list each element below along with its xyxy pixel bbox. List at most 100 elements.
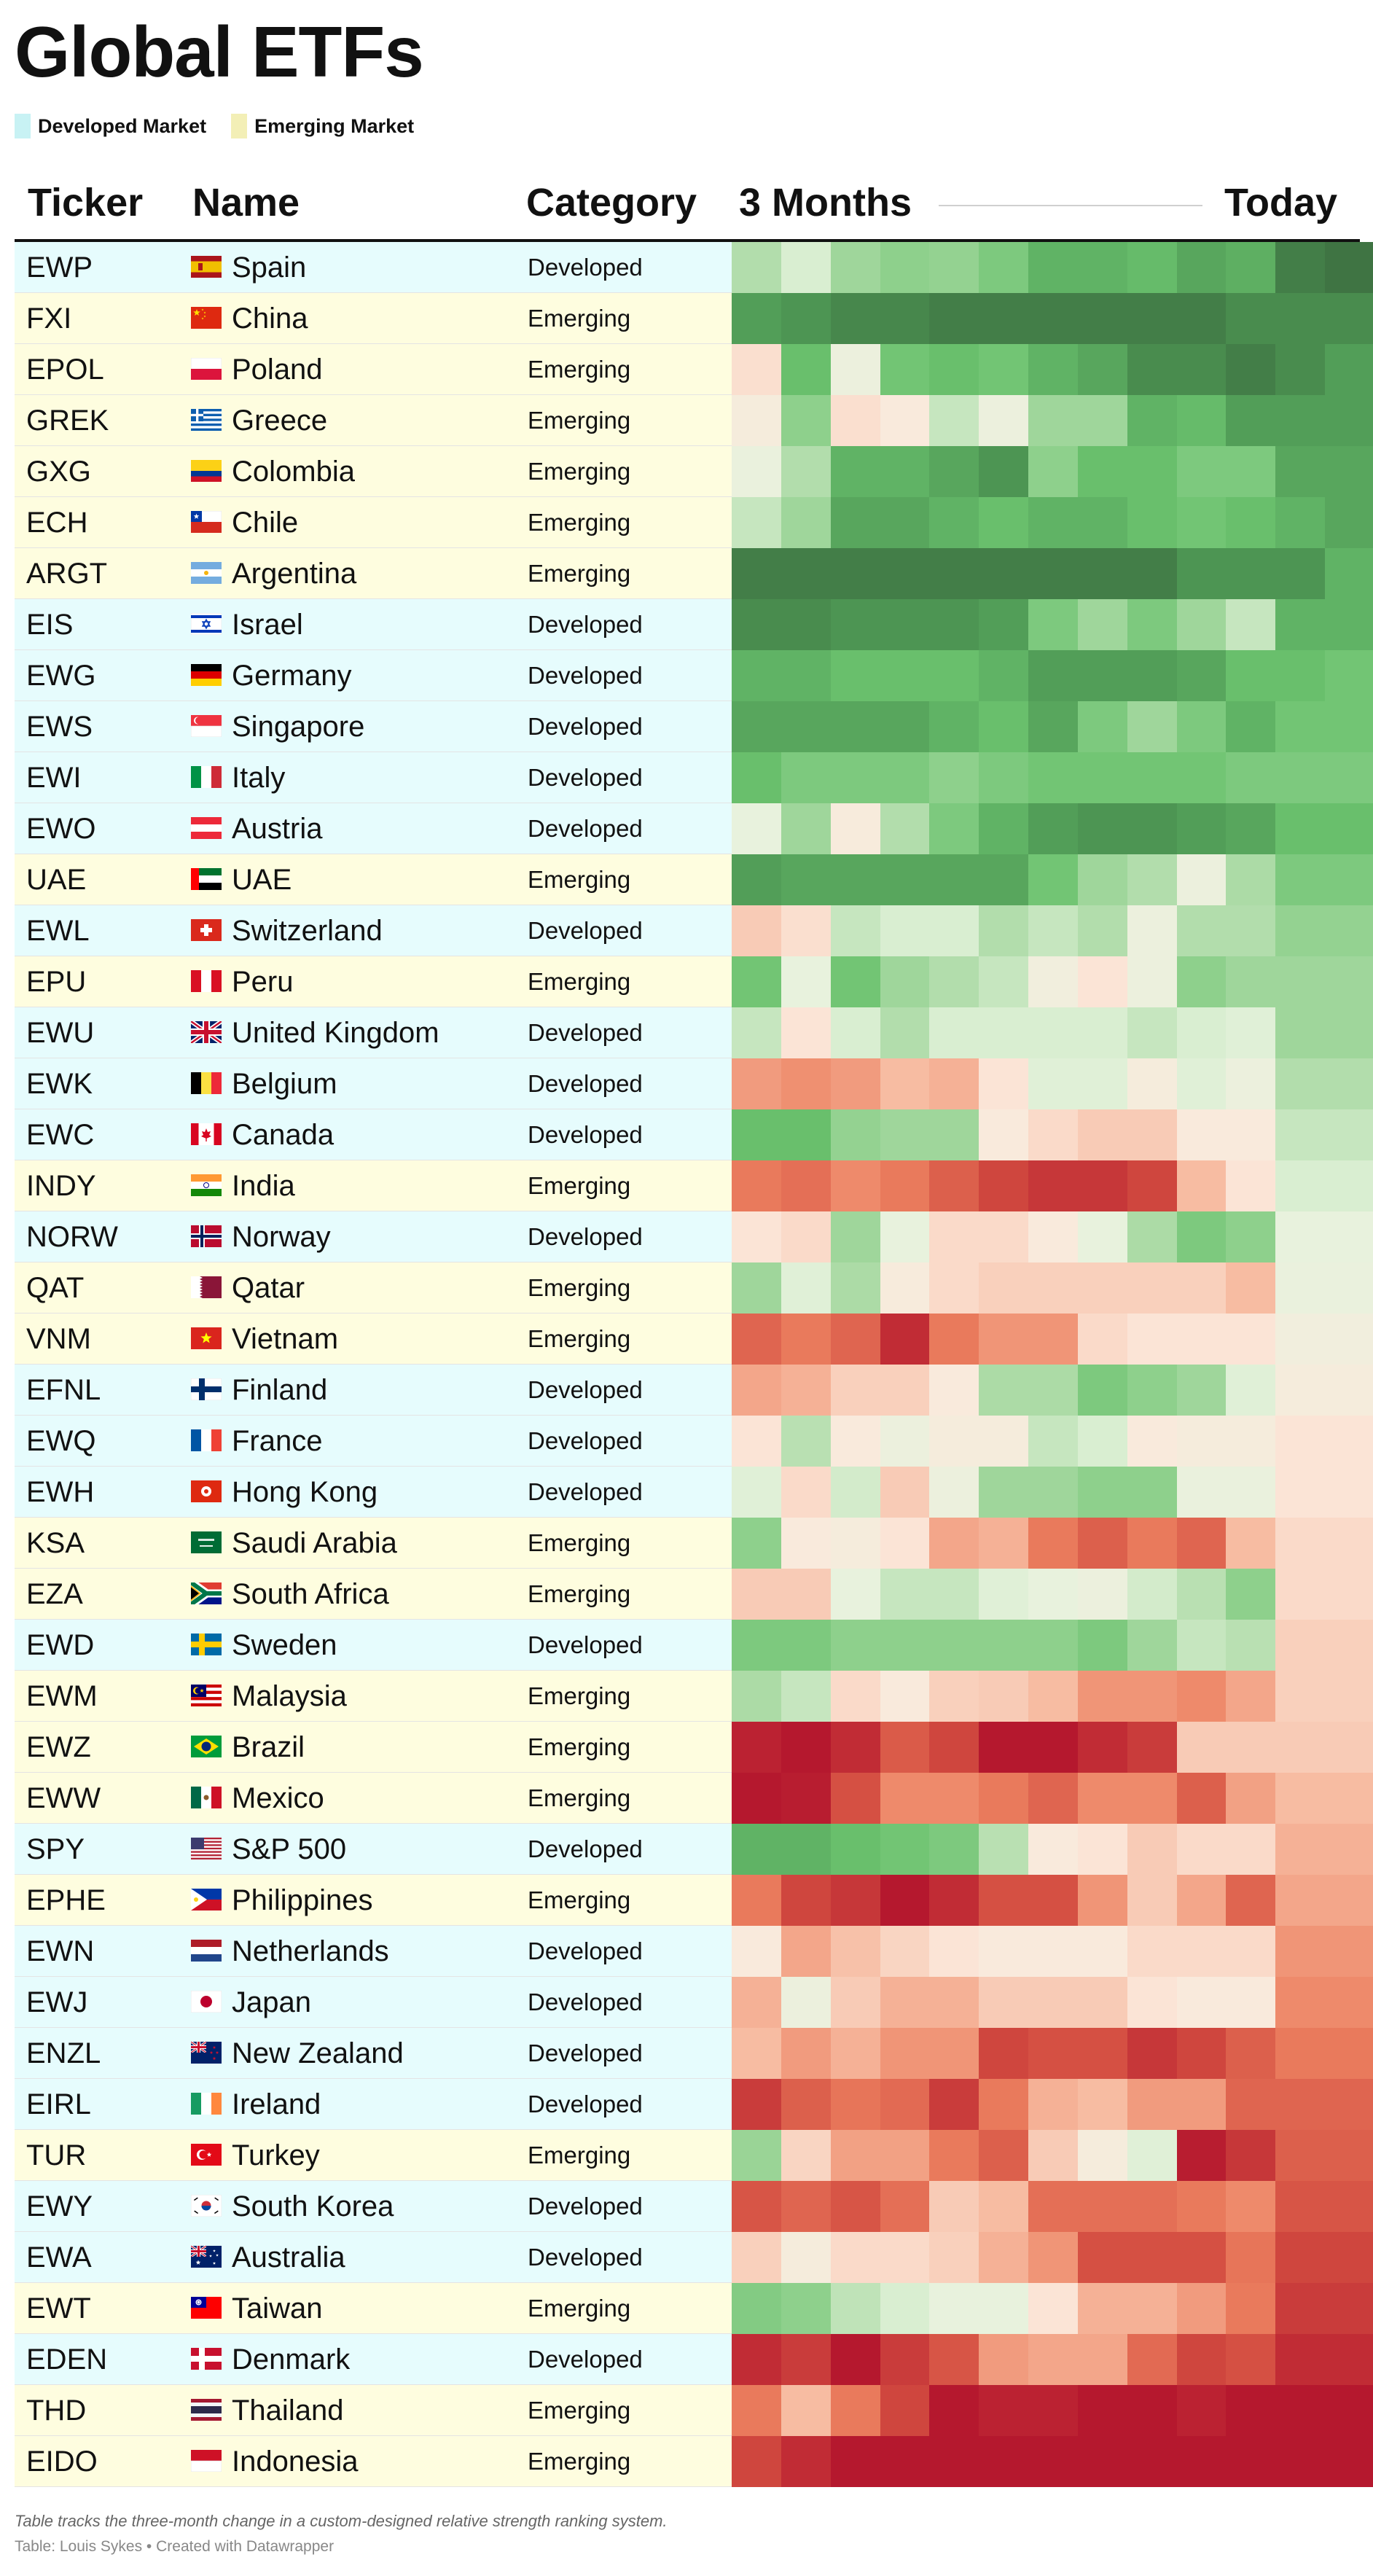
heatmap-cell	[732, 1518, 782, 1569]
heatmap-cell	[1078, 1824, 1128, 1875]
category-cell: Developed	[528, 1988, 643, 2015]
heatmap-cell	[1275, 1211, 1326, 1262]
heatmap-cell	[1028, 752, 1079, 803]
category-cell: Emerging	[528, 1325, 631, 1352]
heatmap-cell	[880, 2334, 930, 2385]
heatmap-cell	[1078, 2283, 1128, 2334]
australia-flag-icon	[191, 2246, 222, 2268]
heatmap-cell	[1177, 2232, 1227, 2283]
heatmap-cell	[1177, 1773, 1227, 1824]
heatmap-cell	[1226, 1211, 1276, 1262]
heatmap-cell	[880, 2181, 930, 2232]
table-row: EPOL Poland Emerging	[15, 344, 1373, 395]
category-cell: Emerging	[528, 560, 631, 587]
heatmap-cell	[1226, 1262, 1276, 1314]
heatmap-cell	[1177, 1109, 1227, 1160]
heatmap-cell	[979, 1824, 1029, 1875]
name-cell: South Korea	[232, 2190, 394, 2222]
heatmap-cell	[1078, 854, 1128, 905]
heatmap-cell	[1127, 650, 1178, 701]
name-cell: Norway	[232, 1221, 331, 1253]
heatmap-cell	[1177, 1926, 1227, 1977]
heatmap-cell	[880, 395, 930, 446]
heatmap-strip	[732, 1671, 1373, 1722]
name-cell: Japan	[232, 1986, 311, 2018]
vietnam-flag-icon	[191, 1327, 222, 1349]
newzealand-flag-icon	[191, 2042, 222, 2064]
heatmap-cell	[880, 803, 930, 854]
heatmap-cell	[1177, 1058, 1227, 1109]
heatmap-cell	[1275, 2334, 1326, 2385]
heatmap-strip	[732, 2181, 1373, 2232]
colombia-flag-icon	[191, 460, 222, 482]
heatmap-cell	[1028, 1109, 1079, 1160]
heatmap-cell	[1078, 1620, 1128, 1671]
heatmap-cell	[929, 854, 979, 905]
heatmap-cell	[781, 2334, 832, 2385]
heatmap-cell	[880, 752, 930, 803]
heatmap-cell	[1177, 446, 1227, 497]
table-row: GREK Greece Emerging	[15, 395, 1373, 446]
heatmap-cell	[880, 293, 930, 344]
heatmap-strip	[732, 446, 1373, 497]
heatmap-cell	[929, 1926, 979, 1977]
denmark-flag-icon	[191, 2348, 222, 2370]
heatmap-cell	[1325, 1416, 1373, 1467]
heatmap-cell	[1275, 2385, 1326, 2436]
heatmap-cell	[1325, 1007, 1373, 1058]
name-cell: Brazil	[232, 1731, 305, 1763]
heatmap-cell	[831, 2232, 881, 2283]
heatmap-cell	[929, 446, 979, 497]
heatmap-cell	[1275, 2436, 1326, 2487]
heatmap-cell	[1177, 599, 1227, 650]
ticker-cell: GREK	[26, 405, 109, 437]
heatmap-cell	[1127, 803, 1178, 854]
heatmap-cell	[1226, 599, 1276, 650]
category-cell: Developed	[528, 713, 643, 740]
heatmap-cell	[1226, 1824, 1276, 1875]
category-cell: Developed	[528, 2091, 643, 2118]
name-cell: Netherlands	[232, 1935, 389, 1967]
heatmap-cell	[1028, 1518, 1079, 1569]
name-cell: Argentina	[232, 558, 357, 590]
legend-developed: Developed Market	[15, 109, 215, 143]
table-row: EWZ Brazil Emerging	[15, 1722, 1373, 1773]
ticker-cell: QAT	[26, 1272, 85, 1304]
heatmap-cell	[831, 2181, 881, 2232]
name-cell: Denmark	[232, 2343, 351, 2376]
heatmap-cell	[1226, 1926, 1276, 1977]
heatmap-cell	[1325, 1160, 1373, 1211]
heatmap-cell	[781, 1007, 832, 1058]
table-row: EWT Taiwan Emerging	[15, 2283, 1373, 2334]
heatmap-cell	[1028, 2436, 1079, 2487]
heatmap-strip	[732, 1926, 1373, 1977]
heatmap-cell	[1325, 1875, 1373, 1926]
heatmap-strip	[732, 344, 1373, 395]
heatmap-cell	[1177, 854, 1227, 905]
ticker-cell: EPOL	[26, 354, 104, 386]
heatmap-cell	[781, 1058, 832, 1109]
heatmap-cell	[1325, 2232, 1373, 2283]
heatmap-cell	[1177, 2079, 1227, 2130]
heatmap-cell	[1078, 1416, 1128, 1467]
heatmap-cell	[1275, 1773, 1326, 1824]
ticker-cell: INDY	[26, 1170, 96, 1202]
heatmap-cell	[1325, 701, 1373, 752]
heatmap-cell	[831, 1926, 881, 1977]
heatmap-cell	[1078, 599, 1128, 650]
category-cell: Developed	[528, 1631, 643, 1658]
sweden-flag-icon	[191, 1634, 222, 1655]
heatmap-cell	[1325, 2334, 1373, 2385]
heatmap-cell	[1127, 599, 1178, 650]
heatmap-cell	[781, 1211, 832, 1262]
heatmap-cell	[880, 1416, 930, 1467]
heatmap-cell	[1078, 1926, 1128, 1977]
ticker-cell: TUR	[26, 2139, 87, 2171]
table-row: TUR Turkey Emerging	[15, 2130, 1373, 2181]
heatmap-cell	[1028, 1160, 1079, 1211]
page-title: Global ETFs	[15, 12, 424, 92]
heatmap-cell	[1226, 344, 1276, 395]
heatmap-cell	[979, 242, 1029, 293]
table-row: EPHE Philippines Emerging	[15, 1875, 1373, 1926]
heatmap-cell	[1028, 293, 1079, 344]
